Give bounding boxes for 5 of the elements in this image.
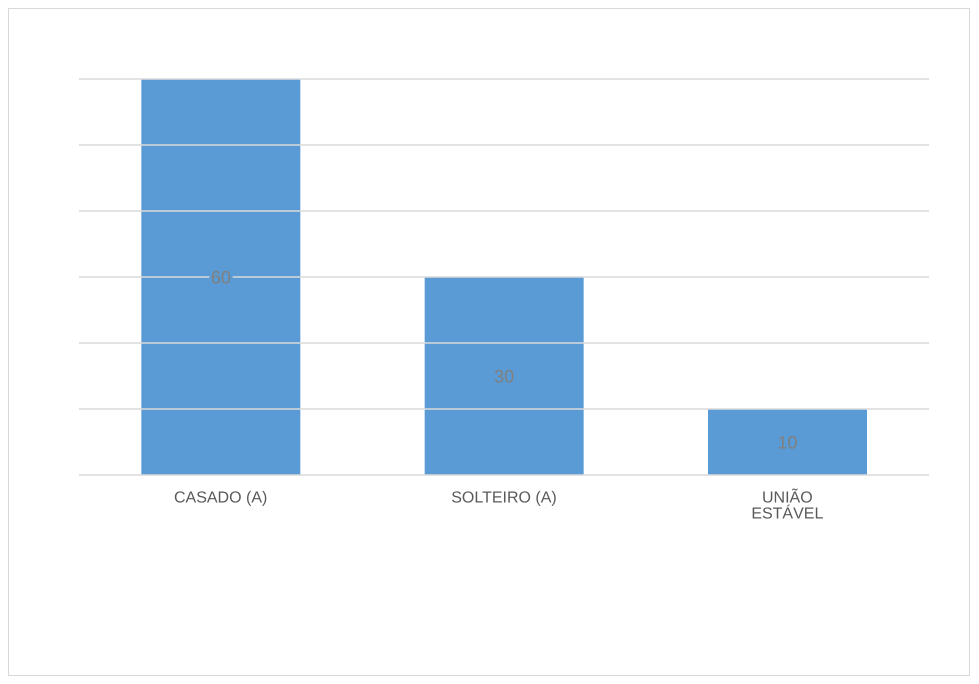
x-tick-label: UNIÃO ESTÁVEL (751, 487, 824, 522)
x-tick-label: SOLTEIRO (A) (451, 489, 557, 506)
data-label: 10 (777, 432, 798, 452)
x-tick-label: CASADO (A) (174, 489, 268, 506)
data-label: 30 (494, 366, 514, 386)
